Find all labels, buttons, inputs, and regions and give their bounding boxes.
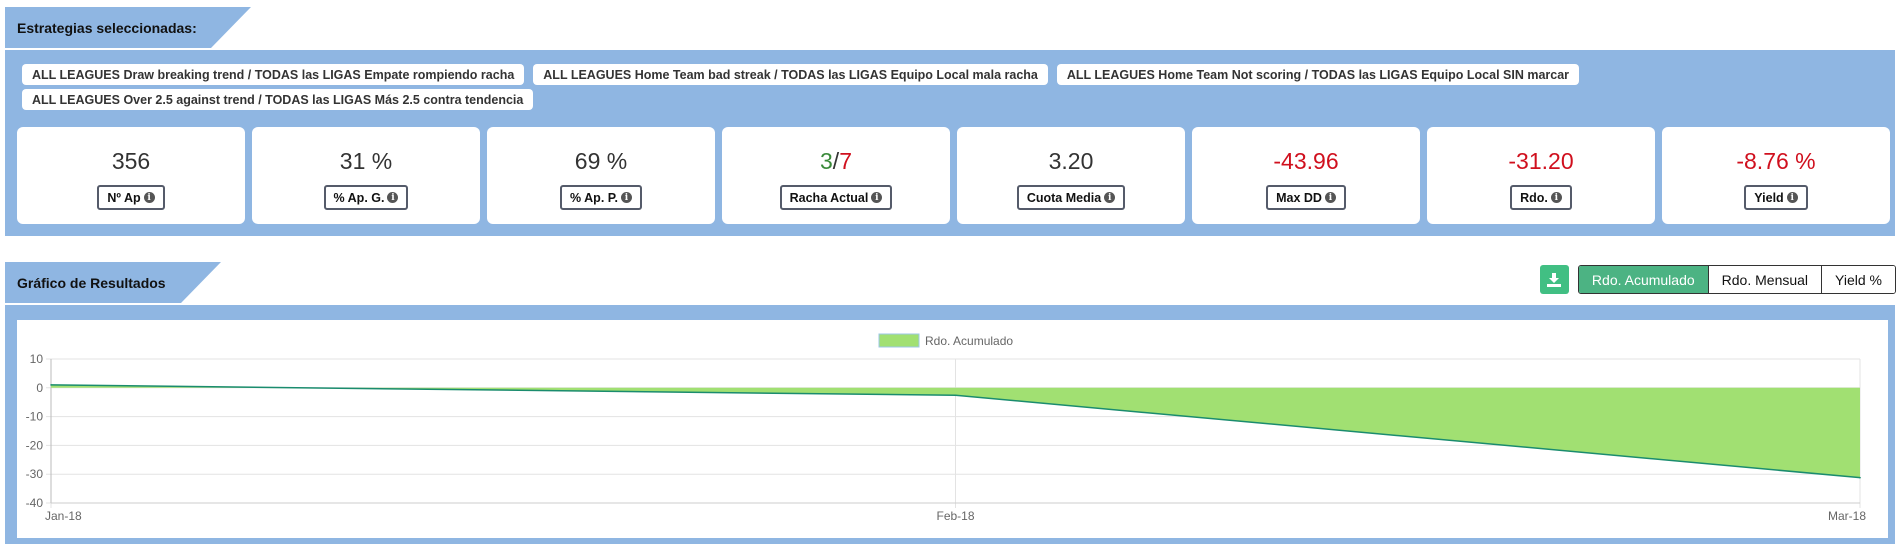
stat-card-max-dd: -43.96 Max DD i [1192, 127, 1420, 224]
stat-label-button[interactable]: Racha Actual i [779, 185, 893, 210]
stat-value: 3/7 [820, 147, 852, 175]
chart-header: Gráfico de Resultados [5, 262, 181, 303]
info-icon: i [620, 192, 632, 203]
info-icon: i [143, 192, 155, 203]
chart-panel: 10 0 -10 -20 -30 -40 Jan-18 Feb-18 Mar-18 Rdo. Ac… [5, 305, 1895, 544]
info-icon: i [387, 192, 399, 203]
stat-value: 356 [111, 148, 151, 174]
info-icon: i [1324, 192, 1336, 203]
stat-label-button[interactable]: % Ap. P. i [560, 185, 642, 210]
data-point [1859, 476, 1861, 479]
x-tick-label: Jan-18 [45, 509, 82, 523]
stat-value: 3.20 [1048, 148, 1094, 174]
strategies-title: Estrategias seleccionadas: [17, 19, 197, 36]
stat-value: 31 % [339, 148, 393, 174]
info-icon: i [1550, 192, 1562, 203]
y-tick-label: -40 [26, 496, 44, 510]
stat-value: -43.96 [1273, 148, 1339, 174]
view-button-accumulated[interactable]: Rdo. Acumulado [1578, 266, 1708, 293]
stat-label-button[interactable]: Cuota Media i [1016, 185, 1126, 210]
stat-card-pct-won: 31 % % Ap. G. i [252, 127, 480, 224]
stat-value: -31.20 [1508, 148, 1574, 174]
strategies-panel: ALL LEAGUES Draw breaking trend / TODAS … [5, 50, 1895, 236]
stats-cards: 356 Nº Ap i 31 % % Ap. G. i 69 % % Ap. P. i… [17, 127, 1890, 224]
stat-label-button[interactable]: % Ap. G. i [323, 185, 409, 210]
data-point [50, 384, 52, 386]
y-tick-label: 10 [30, 352, 44, 366]
chart-title: Gráfico de Resultados [17, 274, 166, 291]
chart-container: 10 0 -10 -20 -30 -40 Jan-18 Feb-18 Mar-18 Rdo. Ac… [17, 320, 1888, 538]
y-tick-label: -30 [26, 467, 44, 481]
chart-toolbar: Rdo. Acumulado Rdo. Mensual Yield % [1539, 265, 1896, 294]
stat-label-button[interactable]: Rdo. i [1510, 185, 1572, 210]
strategies-header: Estrategias seleccionadas: [5, 7, 211, 48]
stat-value: -8.76 % [1736, 148, 1816, 174]
stat-card-avg-odds: 3.20 Cuota Media i [957, 127, 1185, 224]
view-toggle: Rdo. Acumulado Rdo. Mensual Yield % [1577, 265, 1896, 294]
stat-card-num-ap: 356 Nº Ap i [17, 127, 245, 224]
strategy-tag[interactable]: ALL LEAGUES Draw breaking trend / TODAS … [22, 64, 525, 85]
strategy-tag[interactable]: ALL LEAGUES Over 2.5 against trend / TOD… [22, 89, 534, 110]
stat-label-button[interactable]: Max DD i [1266, 185, 1346, 210]
x-tick-label: Feb-18 [936, 509, 974, 523]
y-tick-label: -10 [26, 410, 44, 424]
stat-label: Racha Actual [789, 190, 869, 205]
stat-card-pct-lost: 69 % % Ap. P. i [487, 127, 715, 224]
stat-label: Rdo. [1520, 190, 1548, 205]
streak-losses: 7 [839, 148, 852, 174]
view-button-yield[interactable]: Yield % [1821, 266, 1895, 293]
streak-wins: 3 [820, 148, 833, 174]
y-tick-label: 0 [36, 381, 43, 395]
strategy-tags: ALL LEAGUES Draw breaking trend / TODAS … [22, 64, 1722, 110]
download-icon [1547, 272, 1562, 287]
stat-label: % Ap. P. [570, 190, 618, 205]
info-icon: i [871, 192, 883, 203]
stat-label: Yield [1754, 190, 1784, 205]
legend-swatch [878, 333, 920, 348]
stat-label: Max DD [1276, 190, 1322, 205]
download-button[interactable] [1539, 265, 1569, 294]
data-point [954, 394, 957, 397]
stat-card-streak: 3/7 Racha Actual i [722, 127, 950, 224]
info-icon: i [1104, 192, 1116, 203]
stat-label: Nº Ap [107, 190, 141, 205]
x-tick-label: Mar-18 [1828, 509, 1866, 523]
streak-separator: / [832, 148, 840, 174]
stat-label-button[interactable]: Nº Ap i [97, 185, 165, 210]
strategy-tag[interactable]: ALL LEAGUES Home Team bad streak / TODAS… [533, 64, 1048, 85]
legend-label: Rdo. Acumulado [925, 334, 1013, 348]
stat-value: 69 % [574, 148, 628, 174]
stat-label: % Ap. G. [333, 190, 385, 205]
info-icon: i [1786, 192, 1798, 203]
stat-card-result: -31.20 Rdo. i [1427, 127, 1655, 224]
series-area [51, 384, 1860, 478]
strategy-tag[interactable]: ALL LEAGUES Home Team Not scoring / TODA… [1056, 64, 1580, 85]
stat-label-button[interactable]: Yield i [1744, 185, 1808, 210]
view-button-monthly[interactable]: Rdo. Mensual [1707, 266, 1822, 293]
y-tick-label: -20 [26, 438, 44, 452]
stat-label: Cuota Media [1026, 190, 1102, 205]
stat-card-yield: -8.76 % Yield i [1662, 127, 1890, 224]
